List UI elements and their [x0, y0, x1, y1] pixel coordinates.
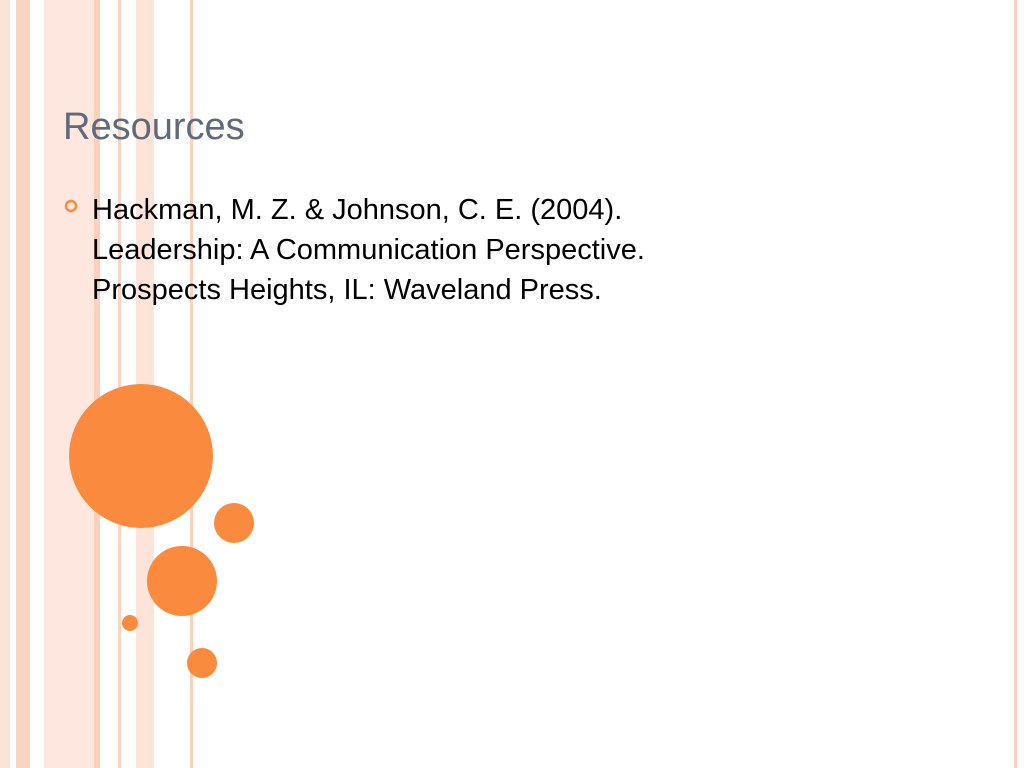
- stripe: [190, 0, 193, 768]
- bullet-line: Leadership: A Communication Perspective.: [92, 234, 645, 266]
- bullet-text: Hackman, M. Z. & Johnson, C. E. (2004). …: [92, 190, 645, 310]
- stripe: [44, 0, 94, 768]
- stripe: [94, 0, 100, 768]
- bullet-line: Hackman, M. Z. & Johnson, C. E. (2004).: [92, 194, 623, 226]
- stripe: [0, 0, 10, 768]
- stripe: [16, 0, 30, 768]
- bullet-line: Prospects Heights, IL: Waveland Press.: [92, 274, 602, 306]
- stripe: [118, 0, 121, 768]
- stripe: [1014, 0, 1017, 768]
- slide-title: Resources: [63, 106, 245, 148]
